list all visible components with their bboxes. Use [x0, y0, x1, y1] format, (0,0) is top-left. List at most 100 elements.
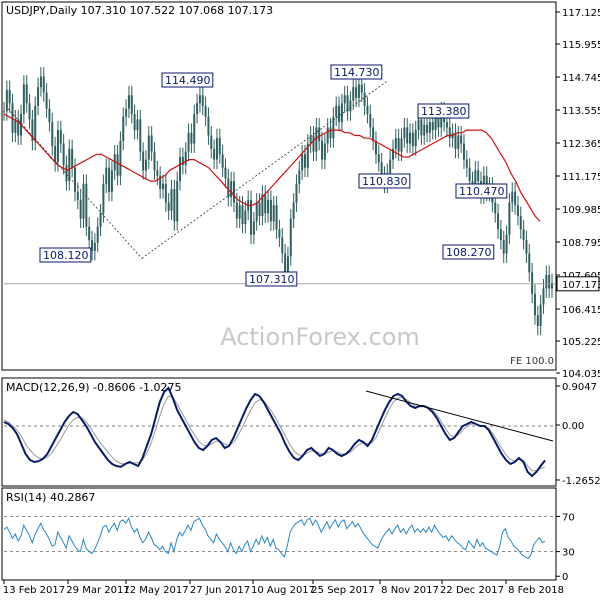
price-candle: [252, 221, 255, 235]
price-candle: [551, 283, 553, 289]
price-candle: [309, 135, 312, 144]
price-candle: [292, 202, 295, 219]
price-candle: [105, 167, 108, 184]
price-candle: [173, 189, 176, 222]
x-tick-label: 8 Nov 2017: [381, 585, 439, 596]
swing-label-box: [330, 64, 383, 80]
macd-panel: MACD(12,26,9) -0.8606 -1.0275 0.9047 0.00…: [1, 377, 600, 487]
swing-label-box: [358, 173, 411, 189]
price-candle: [269, 199, 272, 222]
price-candle: [139, 119, 142, 152]
price-candle: [76, 191, 79, 200]
price-candle: [204, 105, 207, 117]
current-price-tag: [556, 276, 600, 292]
swing-label-box: [455, 183, 508, 199]
swing-label-text: 108.270: [446, 246, 492, 259]
price-candle: [230, 181, 233, 198]
swing-label-text: 107.310: [249, 273, 295, 286]
swing-label-text: 114.490: [165, 74, 211, 87]
price-candle: [366, 105, 369, 115]
price-candle: [65, 165, 68, 182]
price-candle: [198, 95, 201, 104]
price-candle: [96, 226, 99, 243]
price-candle: [457, 135, 460, 149]
price-candle: [363, 92, 366, 106]
price-candle: [548, 275, 551, 289]
price-candle: [445, 122, 448, 128]
price-candle: [238, 205, 241, 219]
price-candle: [159, 175, 162, 190]
price-candle: [411, 132, 414, 147]
price-candle: [153, 151, 156, 171]
price-candle: [176, 181, 179, 222]
price-candle: [346, 95, 349, 112]
price-candle: [403, 127, 406, 139]
price-candle: [397, 138, 400, 152]
price-tick-label: 117.125: [562, 8, 600, 19]
x-tick-label: 27 Jun 2017: [190, 585, 250, 596]
price-candle: [39, 76, 42, 88]
price-candle: [82, 183, 85, 219]
price-candle: [528, 253, 531, 273]
swing-label-text: 110.470: [459, 185, 505, 198]
price-candle: [22, 84, 25, 115]
price-candle: [42, 76, 45, 93]
price-tick-label: 113.555: [562, 106, 600, 117]
price-candle: [545, 275, 548, 289]
macd-header: MACD(12,26,9) -0.8606 -1.0275: [6, 381, 181, 394]
price-tick-label: 106.415: [562, 305, 600, 316]
rsi-panel: RSI(14) 40.2867 70 30 0: [1, 487, 575, 583]
x-tick-label: 8 Feb 2018: [508, 585, 564, 596]
price-candle: [284, 253, 287, 273]
price-candle: [497, 213, 500, 230]
price-tick-label: 109.985: [562, 205, 600, 216]
price-candle: [14, 119, 17, 133]
price-candle: [380, 162, 383, 176]
moving-average-line: [3, 113, 541, 222]
price-candle: [8, 89, 11, 104]
price-candle: [454, 132, 457, 149]
rsi-header: RSI(14) 40.2867: [6, 491, 95, 504]
price-candle: [306, 143, 309, 168]
price-candle: [162, 183, 165, 190]
trendline-dotted: [7, 108, 143, 259]
swing-label-text: 113.380: [421, 105, 467, 118]
price-candle: [329, 127, 332, 139]
price-candle: [79, 199, 82, 219]
swing-label-text: 114.730: [334, 66, 380, 79]
price-candle: [51, 122, 54, 147]
swing-label-box: [417, 103, 470, 119]
price-candle: [34, 105, 37, 141]
price-candle: [502, 240, 505, 254]
price-candle: [465, 159, 468, 168]
price-candle: [295, 183, 298, 203]
price-candle: [440, 111, 443, 128]
price-candle: [420, 119, 423, 136]
price-candle: [122, 116, 125, 141]
price-candle: [144, 159, 147, 171]
price-candle: [357, 84, 360, 98]
price-tick-label: 115.955: [562, 40, 600, 51]
swing-label-box: [39, 247, 92, 263]
price-candle: [235, 202, 238, 219]
price-candle: [150, 135, 153, 152]
price-candle: [533, 293, 536, 316]
price-tick-label: 111.175: [562, 172, 600, 183]
price-candle: [349, 100, 352, 112]
price-candle: [45, 92, 48, 109]
price-candle: [71, 148, 74, 168]
price-candle: [156, 170, 159, 176]
price-candle: [516, 205, 519, 216]
macd-marks: [3, 386, 556, 478]
price-candle: [119, 140, 122, 176]
macd-axis: 0.9047 0.00 -1.2652: [556, 382, 600, 487]
x-tick-label: 22 Dec 2017: [440, 585, 504, 596]
macd-tick-label: 0.9047: [562, 382, 597, 393]
price-candle: [460, 135, 463, 144]
price-candle: [340, 103, 343, 123]
price-candle: [258, 202, 261, 216]
price-candle: [289, 218, 292, 257]
price-candle: [3, 111, 5, 113]
swing-label-text: 108.120: [43, 249, 89, 262]
price-candle: [250, 199, 253, 235]
